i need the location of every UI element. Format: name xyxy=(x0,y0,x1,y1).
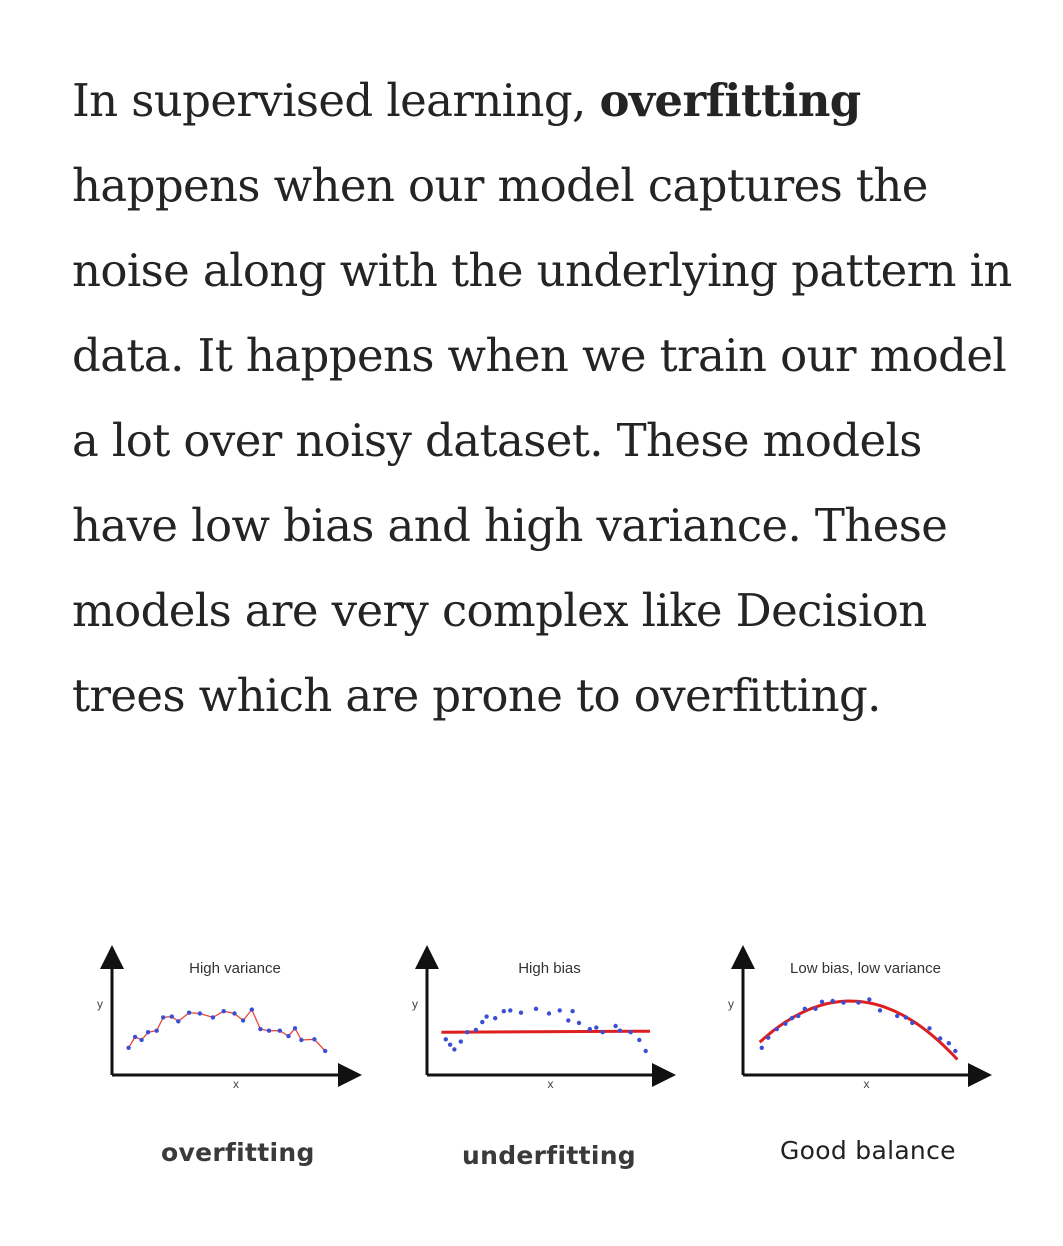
data-point xyxy=(830,998,835,1004)
data-point xyxy=(484,1014,489,1019)
data-point xyxy=(154,1028,159,1033)
fit-curve-good-balance xyxy=(758,999,959,1061)
data-point xyxy=(533,1006,539,1011)
data-point xyxy=(938,1036,943,1041)
data-point xyxy=(249,1007,254,1012)
data-point xyxy=(493,1016,498,1021)
y-axis-label-underfitting: y xyxy=(412,997,418,1011)
data-point xyxy=(774,1026,779,1032)
data-point xyxy=(946,1041,951,1046)
x-axis-label-good-balance: x xyxy=(864,1077,870,1091)
panel-overfitting: High variance x y xyxy=(97,945,362,1091)
data-point xyxy=(286,1033,291,1039)
panel-title-good-balance: Low bias, low variance xyxy=(790,960,941,977)
data-point xyxy=(480,1019,485,1025)
data-point xyxy=(895,1013,900,1019)
caption-underfitting: underfitting xyxy=(462,1141,636,1170)
data-point xyxy=(197,1011,203,1016)
data-point xyxy=(299,1037,304,1043)
x-axis-label-underfitting: x xyxy=(548,1077,554,1091)
y-axis-label-good-balance: y xyxy=(728,997,734,1011)
data-point xyxy=(903,1015,908,1020)
data-point xyxy=(546,1011,552,1016)
data-point xyxy=(465,1030,470,1035)
data-point xyxy=(145,1030,151,1035)
data-point xyxy=(557,1008,562,1013)
data-point xyxy=(447,1042,453,1047)
data-point xyxy=(594,1025,599,1030)
data-point xyxy=(587,1026,592,1032)
panel-underfitting: High bias x y xyxy=(412,945,676,1091)
data-point xyxy=(759,1045,764,1051)
data-point xyxy=(312,1037,317,1042)
data-point xyxy=(819,999,825,1004)
data-point xyxy=(473,1027,479,1033)
data-point xyxy=(783,1021,788,1026)
data-point xyxy=(458,1039,463,1044)
paragraph-intro: In supervised learning, xyxy=(72,74,600,127)
data-point xyxy=(613,1023,618,1029)
data-point xyxy=(628,1030,633,1035)
data-point xyxy=(132,1034,138,1040)
data-point xyxy=(910,1020,915,1026)
data-point xyxy=(953,1048,958,1054)
data-point xyxy=(210,1015,216,1020)
data-point xyxy=(186,1010,192,1015)
data-point xyxy=(232,1011,237,1016)
data-point xyxy=(452,1047,457,1052)
data-point xyxy=(617,1028,623,1033)
data-point xyxy=(221,1009,226,1014)
y-axis-label-overfitting: y xyxy=(97,997,103,1011)
bold-term-overfitting: overfitting xyxy=(599,74,861,127)
data-point xyxy=(796,1013,801,1019)
data-point xyxy=(169,1014,174,1019)
data-point xyxy=(576,1020,582,1026)
panel-title-underfitting: High bias xyxy=(518,960,581,977)
panel-good-balance: Low bias, low variance x y xyxy=(728,945,992,1091)
caption-good-balance: Good balance xyxy=(780,1136,956,1165)
data-point xyxy=(566,1018,571,1023)
data-point xyxy=(258,1026,263,1032)
data-point xyxy=(643,1048,648,1054)
data-point xyxy=(176,1019,181,1024)
caption-overfitting: overfitting xyxy=(161,1138,315,1167)
article-paragraph: In supervised learning, overfitting happ… xyxy=(72,58,1032,738)
data-point xyxy=(637,1037,642,1043)
data-point xyxy=(126,1045,131,1051)
data-point xyxy=(139,1037,144,1043)
x-axis-label-overfitting: x xyxy=(233,1077,239,1091)
data-point xyxy=(927,1026,932,1031)
data-point xyxy=(277,1028,282,1033)
data-point xyxy=(501,1009,506,1014)
data-point xyxy=(841,1000,846,1005)
data-point xyxy=(802,1006,807,1011)
panel-title-overfitting: High variance xyxy=(189,960,281,977)
paragraph-rest: happens when our model captures the nois… xyxy=(72,159,1012,722)
data-point xyxy=(161,1015,166,1020)
data-point xyxy=(877,1008,883,1013)
data-point xyxy=(570,1009,575,1014)
data-point xyxy=(518,1010,524,1015)
data-point xyxy=(240,1018,246,1023)
data-point xyxy=(323,1048,328,1054)
data-point xyxy=(789,1016,795,1021)
data-point xyxy=(266,1028,272,1033)
data-point xyxy=(813,1006,818,1011)
data-point xyxy=(856,1000,861,1005)
data-point xyxy=(443,1037,448,1042)
data-point xyxy=(508,1008,513,1013)
data-point xyxy=(766,1035,771,1040)
data-point xyxy=(292,1026,298,1031)
data-point xyxy=(600,1030,605,1035)
data-point xyxy=(867,997,872,1002)
